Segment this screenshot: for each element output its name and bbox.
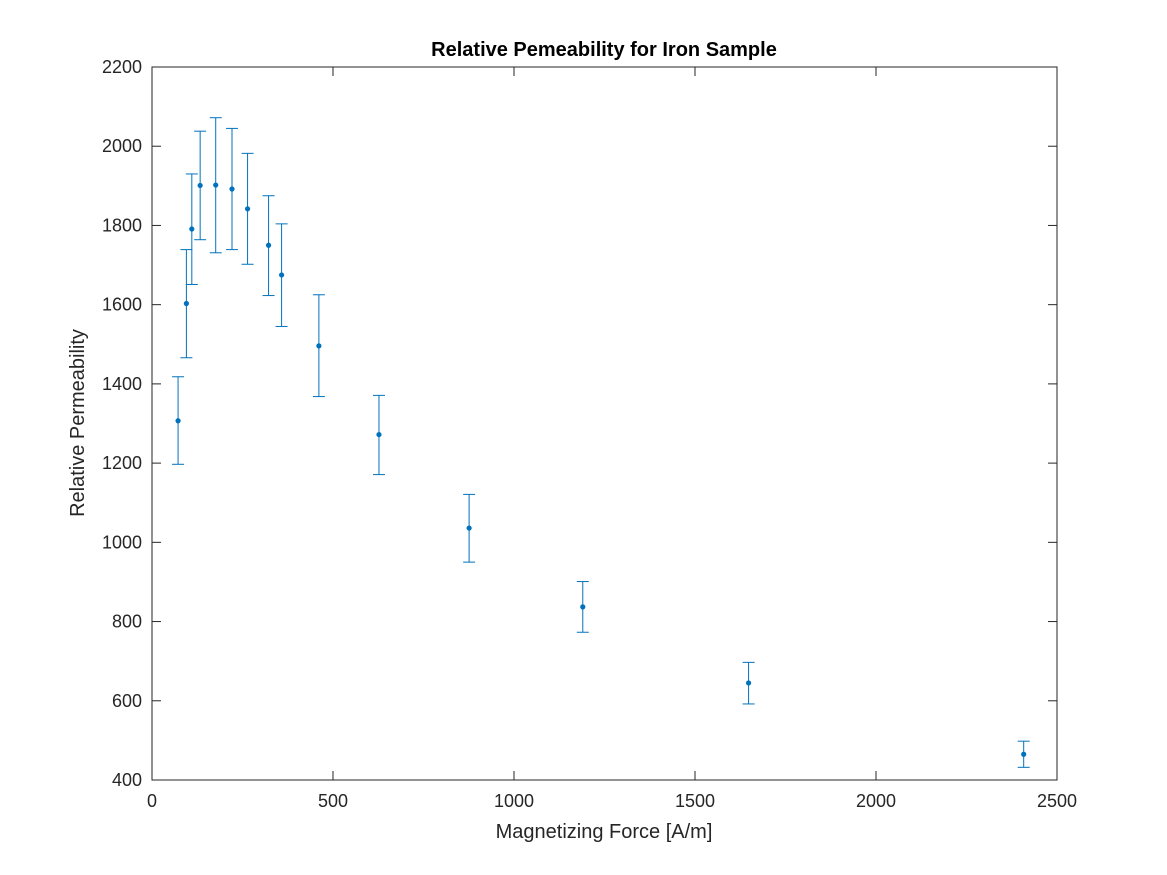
x-tick-label: 1000 (494, 791, 534, 811)
data-point (278, 272, 285, 278)
y-axis-label: Relative Permeability (67, 329, 89, 517)
data-point (183, 300, 189, 307)
y-tick-label: 1000 (102, 532, 142, 552)
y-tick-label: 1200 (102, 453, 142, 473)
y-tick-label: 2200 (102, 57, 142, 77)
data-point (189, 226, 195, 232)
y-tick-label: 1800 (102, 215, 142, 235)
y-tick-label: 1400 (102, 374, 142, 394)
data-point (197, 182, 203, 189)
data-point (1021, 751, 1027, 757)
data-point (175, 418, 181, 424)
y-tick-label: 1600 (102, 295, 142, 315)
data-point (316, 343, 322, 349)
data-point (745, 680, 752, 686)
y-tick-label: 800 (112, 612, 142, 632)
data-point (229, 186, 235, 192)
data-point (265, 242, 272, 248)
y-tick-label: 2000 (102, 136, 142, 156)
chart-title: Relative Pemeability for Iron Sample (431, 39, 777, 61)
x-tick-label: 1500 (675, 791, 715, 811)
x-tick-label: 2500 (1037, 791, 1077, 811)
data-point (376, 431, 382, 438)
data-point (244, 206, 251, 212)
x-tick-label: 2000 (856, 791, 896, 811)
plot-background (152, 67, 1057, 780)
x-tick-label: 0 (147, 791, 157, 811)
y-tick-label: 600 (112, 691, 142, 711)
axis-ticks: 0 500 1000 1500 2000 2500 400 600 800 1000 1200 140… (102, 57, 1077, 811)
data-point (580, 604, 586, 610)
y-tick-label: 400 (112, 770, 142, 790)
data-point (466, 525, 472, 531)
x-axis-label: Magnetizing Force [A/m] (496, 821, 713, 843)
data-point (213, 182, 219, 188)
data-marks (172, 117, 1030, 768)
x-tick-label: 500 (318, 791, 348, 811)
plot-frame (151, 66, 1058, 781)
